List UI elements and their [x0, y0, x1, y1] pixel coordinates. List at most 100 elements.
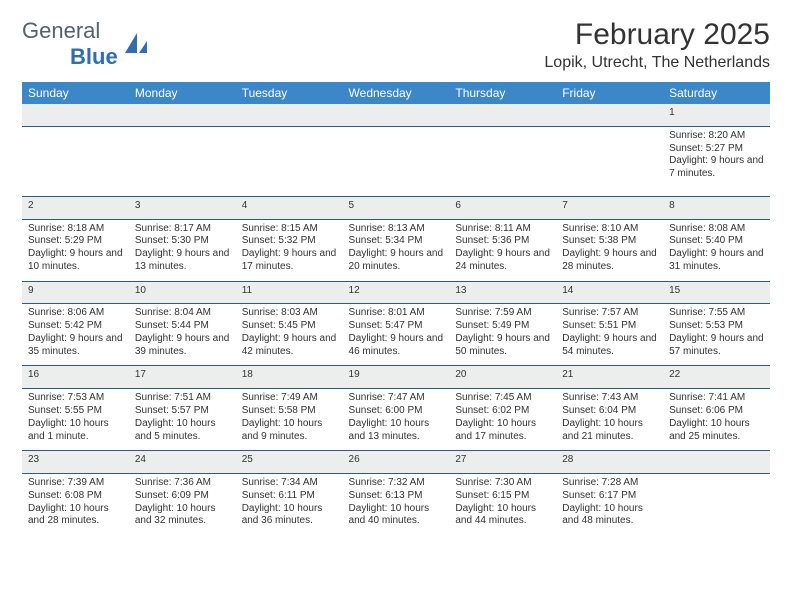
day-number-cell: 2	[22, 196, 129, 219]
weekday-friday: Friday	[556, 82, 663, 104]
logo-text-blue: Blue	[70, 44, 118, 69]
daylight-text: Daylight: 10 hours and 25 minutes.	[669, 418, 764, 444]
sunrise-text: Sunrise: 8:11 AM	[455, 223, 550, 236]
sunrise-text: Sunrise: 8:13 AM	[349, 223, 444, 236]
day-detail-cell: Sunrise: 7:36 AMSunset: 6:09 PMDaylight:…	[129, 473, 236, 535]
day-number-cell: 3	[129, 196, 236, 219]
daylight-text: Daylight: 10 hours and 44 minutes.	[455, 503, 550, 529]
logo-sail-icon	[123, 31, 149, 57]
sunrise-text: Sunrise: 7:30 AM	[455, 477, 550, 490]
sunrise-text: Sunrise: 7:57 AM	[562, 307, 657, 320]
day-number-cell: 28	[556, 451, 663, 474]
calendar-table: Sunday Monday Tuesday Wednesday Thursday…	[22, 82, 770, 535]
day-number-cell: 14	[556, 281, 663, 304]
sunrise-text: Sunrise: 8:17 AM	[135, 223, 230, 236]
weekday-thursday: Thursday	[449, 82, 556, 104]
daylight-text: Daylight: 9 hours and 57 minutes.	[669, 333, 764, 359]
sunrise-text: Sunrise: 7:36 AM	[135, 477, 230, 490]
day-detail-cell: Sunrise: 7:39 AMSunset: 6:08 PMDaylight:…	[22, 473, 129, 535]
logo-text-general: General	[22, 18, 100, 43]
day-detail-cell: Sunrise: 8:10 AMSunset: 5:38 PMDaylight:…	[556, 219, 663, 281]
sunset-text: Sunset: 5:58 PM	[242, 405, 337, 418]
day-detail-cell: Sunrise: 8:20 AMSunset: 5:27 PMDaylight:…	[663, 126, 770, 196]
day-number-cell: 25	[236, 451, 343, 474]
sunset-text: Sunset: 6:00 PM	[349, 405, 444, 418]
daylight-text: Daylight: 10 hours and 36 minutes.	[242, 503, 337, 529]
day-detail-cell: Sunrise: 8:13 AMSunset: 5:34 PMDaylight:…	[343, 219, 450, 281]
day-detail-cell: Sunrise: 7:51 AMSunset: 5:57 PMDaylight:…	[129, 389, 236, 451]
day-detail-cell: Sunrise: 7:30 AMSunset: 6:15 PMDaylight:…	[449, 473, 556, 535]
day-detail-cell: Sunrise: 7:32 AMSunset: 6:13 PMDaylight:…	[343, 473, 450, 535]
day-number-cell: 15	[663, 281, 770, 304]
sunrise-text: Sunrise: 8:10 AM	[562, 223, 657, 236]
sunset-text: Sunset: 5:40 PM	[669, 235, 764, 248]
sunrise-text: Sunrise: 8:03 AM	[242, 307, 337, 320]
day-detail-cell	[556, 126, 663, 196]
day-number-cell: 11	[236, 281, 343, 304]
sunset-text: Sunset: 5:55 PM	[28, 405, 123, 418]
day-number-cell	[129, 104, 236, 126]
day-detail-cell	[449, 126, 556, 196]
day-number-cell: 21	[556, 366, 663, 389]
day-number-row: 232425262728	[22, 451, 770, 474]
daylight-text: Daylight: 9 hours and 7 minutes.	[669, 155, 764, 181]
day-detail-cell: Sunrise: 7:43 AMSunset: 6:04 PMDaylight:…	[556, 389, 663, 451]
day-number-cell: 16	[22, 366, 129, 389]
day-number-cell: 22	[663, 366, 770, 389]
sunset-text: Sunset: 6:13 PM	[349, 490, 444, 503]
day-number-row: 9101112131415	[22, 281, 770, 304]
weekday-wednesday: Wednesday	[343, 82, 450, 104]
day-number-cell: 24	[129, 451, 236, 474]
sunrise-text: Sunrise: 8:01 AM	[349, 307, 444, 320]
sunset-text: Sunset: 5:30 PM	[135, 235, 230, 248]
day-number-cell	[343, 104, 450, 126]
sunrise-text: Sunrise: 8:06 AM	[28, 307, 123, 320]
daylight-text: Daylight: 10 hours and 17 minutes.	[455, 418, 550, 444]
sunrise-text: Sunrise: 7:53 AM	[28, 392, 123, 405]
daylight-text: Daylight: 10 hours and 48 minutes.	[562, 503, 657, 529]
sunset-text: Sunset: 6:06 PM	[669, 405, 764, 418]
daylight-text: Daylight: 10 hours and 28 minutes.	[28, 503, 123, 529]
day-number-cell: 20	[449, 366, 556, 389]
day-detail-cell: Sunrise: 7:41 AMSunset: 6:06 PMDaylight:…	[663, 389, 770, 451]
day-number-cell: 9	[22, 281, 129, 304]
sunset-text: Sunset: 6:17 PM	[562, 490, 657, 503]
day-number-cell	[236, 104, 343, 126]
day-detail-cell: Sunrise: 8:11 AMSunset: 5:36 PMDaylight:…	[449, 219, 556, 281]
sunset-text: Sunset: 5:44 PM	[135, 320, 230, 333]
daylight-text: Daylight: 9 hours and 42 minutes.	[242, 333, 337, 359]
day-number-cell: 1	[663, 104, 770, 126]
day-number-row: 16171819202122	[22, 366, 770, 389]
sunrise-text: Sunrise: 7:51 AM	[135, 392, 230, 405]
page-header: General Blue February 2025 Lopik, Utrech…	[22, 18, 770, 72]
day-detail-row: Sunrise: 7:53 AMSunset: 5:55 PM Daylight:…	[22, 389, 770, 451]
day-number-cell: 7	[556, 196, 663, 219]
day-number-cell: 19	[343, 366, 450, 389]
day-number-cell: 4	[236, 196, 343, 219]
day-number-cell: 27	[449, 451, 556, 474]
daylight-text: Daylight: 9 hours and 50 minutes.	[455, 333, 550, 359]
location-text: Lopik, Utrecht, The Netherlands	[544, 54, 770, 72]
day-detail-cell: Sunrise: 7:57 AMSunset: 5:51 PMDaylight:…	[556, 304, 663, 366]
sunrise-text: Sunrise: 7:55 AM	[669, 307, 764, 320]
day-number-cell: 12	[343, 281, 450, 304]
daylight-text: Daylight: 10 hours and 32 minutes.	[135, 503, 230, 529]
sunset-text: Sunset: 6:11 PM	[242, 490, 337, 503]
day-number-cell: 17	[129, 366, 236, 389]
weekday-saturday: Saturday	[663, 82, 770, 104]
sunrise-text: Sunrise: 7:39 AM	[28, 477, 123, 490]
daylight-text: Daylight: 10 hours and 5 minutes.	[135, 418, 230, 444]
daylight-text: Daylight: 9 hours and 24 minutes.	[455, 248, 550, 274]
sunrise-text: Sunrise: 7:45 AM	[455, 392, 550, 405]
sunrise-text: Sunrise: 7:34 AM	[242, 477, 337, 490]
day-detail-cell: Sunrise: 8:08 AMSunset: 5:40 PMDaylight:…	[663, 219, 770, 281]
daylight-text: Daylight: 9 hours and 39 minutes.	[135, 333, 230, 359]
day-number-cell: 8	[663, 196, 770, 219]
sunset-text: Sunset: 5:47 PM	[349, 320, 444, 333]
day-detail-cell: Sunrise: 7:45 AMSunset: 6:02 PMDaylight:…	[449, 389, 556, 451]
sunrise-text: Sunrise: 8:08 AM	[669, 223, 764, 236]
sunset-text: Sunset: 5:57 PM	[135, 405, 230, 418]
day-number-cell: 18	[236, 366, 343, 389]
day-number-cell: 10	[129, 281, 236, 304]
weekday-monday: Monday	[129, 82, 236, 104]
